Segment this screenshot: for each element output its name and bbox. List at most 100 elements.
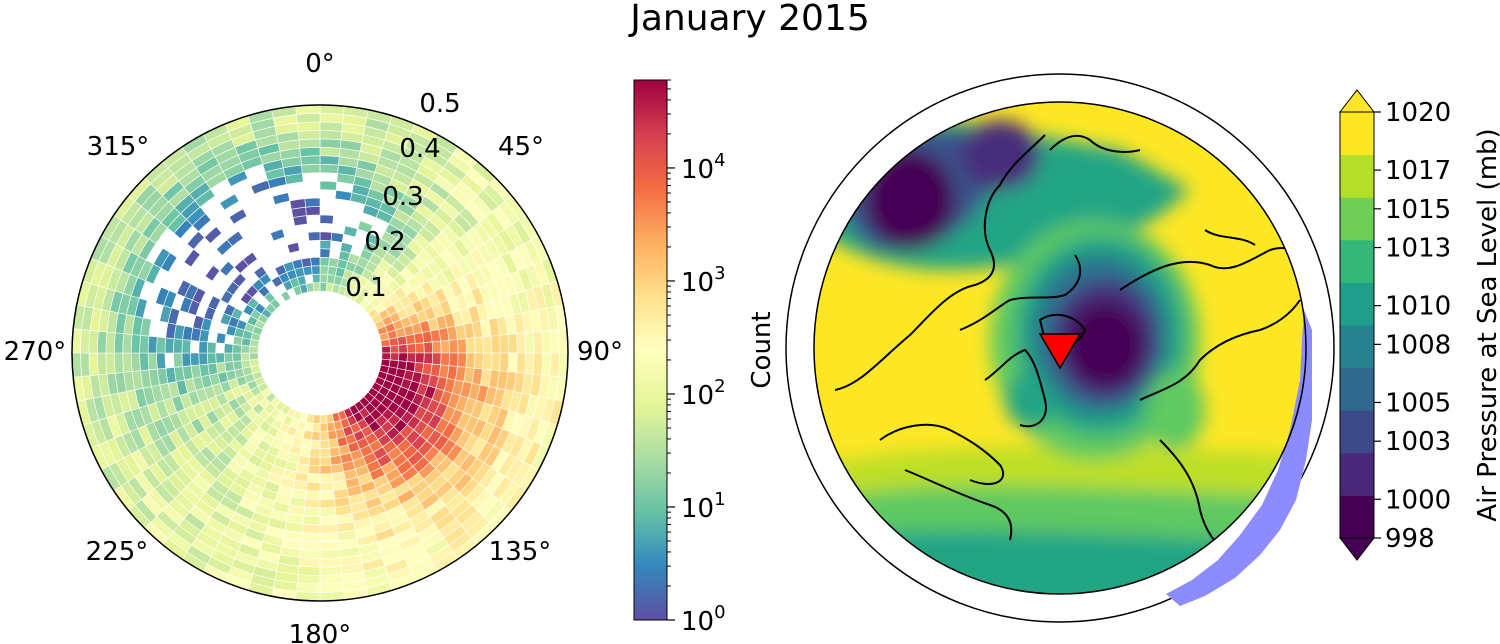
polar-bin: [532, 352, 543, 376]
polar-bin: [280, 290, 292, 302]
polar-bin: [311, 431, 321, 441]
polar-bin: [304, 197, 321, 208]
polar-bin: [319, 464, 333, 475]
polar-bin: [113, 332, 125, 354]
pressure-colorbar-band: [1340, 410, 1374, 454]
polar-bin: [228, 208, 248, 225]
polar-bin: [339, 242, 354, 254]
polar-bin: [319, 113, 344, 124]
polar-bin: [541, 330, 552, 354]
polar-bin: [301, 532, 321, 543]
angle-tick-label: 270°: [4, 337, 67, 367]
polar-bin: [549, 352, 560, 377]
polar-bin: [183, 248, 201, 268]
polar-bin: [319, 456, 332, 467]
count-colorbar-tick-label: 104: [681, 150, 726, 185]
polar-bin: [499, 334, 510, 354]
polar-bin: [319, 130, 343, 141]
pressure-colorbar-tick-label: 1005: [1385, 388, 1451, 418]
polar-bin: [155, 286, 170, 306]
pressure-colorbar-tick-label: 1010: [1385, 292, 1451, 322]
polar-bin: [473, 352, 484, 370]
polar-bin: [406, 352, 417, 363]
polar-bin: [440, 352, 450, 367]
pressure-colorbar-extend-min: [1338, 537, 1376, 561]
polar-bin: [389, 344, 400, 354]
angle-tick-label: 225°: [86, 537, 149, 567]
polar-bin: [181, 339, 192, 354]
polar-bin: [164, 337, 175, 354]
polar-bin: [507, 333, 518, 354]
radial-tick-label: 0.5: [419, 89, 460, 119]
pressure-colorbar-bands: [1340, 112, 1374, 539]
polar-bin: [319, 473, 334, 483]
polar-bin: [326, 421, 336, 432]
polar-bin: [304, 498, 321, 509]
polar-bin: [319, 431, 329, 441]
polar-bin: [198, 352, 209, 366]
polar-bin: [311, 265, 321, 275]
polar-bin: [319, 481, 334, 492]
pressure-colorbar-tick-label: 1008: [1385, 330, 1451, 360]
polar-bin: [226, 230, 244, 247]
polar-bin: [215, 352, 225, 364]
polar-bin: [499, 352, 510, 372]
polar-bin: [249, 352, 259, 361]
polar-bin: [311, 273, 321, 284]
pressure-colorbar-tick-label: 1000: [1385, 485, 1451, 515]
pressure-colorbar-tick-label: 1013: [1385, 234, 1451, 264]
coastline-hudson-bay: [984, 348, 1047, 428]
polar-bin: [319, 422, 329, 433]
count-colorbar-tick-label: 100: [681, 602, 726, 637]
polar-bin: [515, 332, 527, 354]
polar-bin: [297, 574, 321, 585]
polar-bin: [97, 330, 108, 354]
figure-title: January 2015: [628, 0, 870, 39]
radial-tick-label: 0.3: [382, 182, 423, 212]
count-colorbar: 100 101 102 103 104 Count: [633, 79, 777, 637]
polar-bin: [240, 344, 251, 354]
angle-tick-label: 90°: [577, 337, 623, 367]
polar-bin: [156, 336, 167, 354]
pressure-colorbar-tick-label: 1003: [1385, 427, 1451, 457]
polar-bin: [153, 247, 171, 269]
polar-bin: [232, 360, 243, 371]
polar-bin: [97, 352, 108, 376]
radial-tick-label: 0.2: [364, 227, 405, 257]
count-colorbar-tick-label: 103: [681, 263, 726, 298]
coastline-arctic-archipelago: [959, 254, 1082, 331]
polar-bin: [319, 121, 343, 132]
polar-bin: [139, 334, 150, 354]
polar-bin: [296, 582, 321, 593]
polar-bin: [319, 273, 329, 284]
polar-bin: [381, 345, 391, 354]
polar-bin: [423, 341, 434, 354]
polar-bin: [381, 352, 391, 361]
polar-bin: [389, 352, 400, 362]
polar-bin: [398, 352, 408, 362]
polar-bin: [307, 464, 321, 475]
polar-bin: [309, 448, 321, 458]
map-inner-boundary: [813, 101, 1307, 595]
polar-bin: [319, 138, 342, 149]
pressure-colorbar-band: [1340, 154, 1374, 198]
coastline-north-america-east: [879, 423, 1005, 485]
polar-bin: [300, 257, 312, 268]
polar-bin: [105, 331, 116, 354]
polar-bin: [302, 515, 321, 526]
polar-bin: [286, 242, 301, 254]
angle-labels: 0° 45° 90° 135° 180° 225° 270° 315°: [4, 49, 623, 644]
polar-bin: [319, 515, 338, 526]
polar-bin: [206, 341, 217, 354]
polar-bin: [139, 352, 150, 372]
polar-bin: [147, 352, 158, 371]
polar-bin: [130, 352, 141, 372]
polar-bin: [299, 548, 321, 560]
polar-bin: [490, 352, 501, 372]
polar-bin: [301, 523, 321, 534]
polar-bin: [490, 334, 501, 354]
polar-bin: [415, 352, 425, 364]
polar-bin: [319, 180, 338, 191]
polar-histogram: 0°45°90°135°180°225°270°315° 0.10.20.30.…: [4, 49, 623, 644]
angle-tick-label: 45°: [498, 132, 544, 162]
